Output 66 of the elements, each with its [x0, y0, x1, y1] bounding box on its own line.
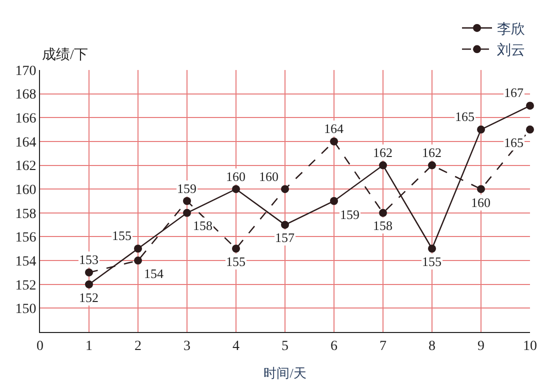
data-label: 159: [340, 207, 360, 222]
legend-label: 刘云: [497, 42, 525, 59]
point: [428, 244, 436, 253]
point: [330, 137, 338, 146]
point: [330, 197, 338, 205]
point: [526, 126, 534, 134]
point: [281, 220, 289, 229]
y-tick-label: 160: [15, 182, 36, 198]
y-tick-label: 166: [15, 112, 36, 127]
x-tick-label: 9: [478, 338, 484, 354]
data-label: 153: [79, 252, 98, 267]
data-label: 158: [373, 218, 392, 233]
data-label: 155: [112, 228, 132, 243]
x-tick-label: 10: [523, 338, 537, 354]
data-label: 162: [422, 145, 442, 160]
point: [232, 185, 240, 194]
point: [477, 185, 485, 194]
data-label: 159: [177, 181, 196, 196]
x-tick-label: 6: [330, 338, 338, 354]
data-label: 165: [504, 135, 524, 150]
x-tick-label: 2: [134, 338, 142, 354]
point: [477, 126, 485, 134]
data-label: 165: [455, 109, 474, 124]
data-label: 154: [144, 266, 164, 281]
data-label: 164: [324, 121, 344, 136]
data-label: 155: [226, 254, 246, 269]
point: [183, 208, 191, 217]
data-label: 155: [422, 254, 442, 269]
point: [232, 244, 240, 253]
point: [134, 256, 142, 265]
y-tick-label: 168: [15, 88, 36, 103]
point: [526, 102, 534, 110]
y-tick-label: 164: [15, 135, 36, 150]
x-axis-title: 时间/天: [264, 365, 306, 380]
data-label: 152: [79, 290, 98, 305]
x-tick-label: 3: [184, 338, 190, 354]
point: [85, 280, 93, 288]
y-tick-label: 170: [15, 64, 36, 79]
y-axis-title: 成绩/下: [42, 47, 88, 63]
point: [85, 268, 93, 276]
x-tick-label: 4: [232, 338, 240, 354]
data-label: 160: [471, 195, 490, 210]
point: [379, 208, 387, 217]
data-label: 158: [193, 218, 212, 233]
y-tick-label: 152: [15, 278, 36, 294]
data-label: 157: [275, 230, 295, 245]
data-label: 160: [226, 169, 246, 184]
point: [183, 197, 191, 205]
x-tick-label: 1: [86, 338, 92, 354]
data-label: 160: [259, 169, 278, 184]
y-tick-label: 154: [15, 254, 36, 270]
y-tick-label: 158: [15, 206, 36, 222]
x-tick-label: 0: [36, 338, 44, 354]
point: [134, 244, 142, 253]
y-tick-label: 162: [15, 159, 36, 174]
point: [428, 161, 436, 170]
x-tick-label: 5: [282, 338, 288, 354]
x-tick-label: 7: [380, 338, 386, 354]
x-tick-label: 8: [428, 338, 436, 354]
data-label: 162: [373, 145, 392, 160]
y-tick-label: 150: [15, 302, 36, 318]
point: [379, 161, 387, 170]
y-tick-label: 156: [15, 230, 36, 246]
point: [281, 185, 289, 194]
data-label: 167: [504, 85, 524, 100]
legend-label: 李欣: [497, 21, 525, 38]
